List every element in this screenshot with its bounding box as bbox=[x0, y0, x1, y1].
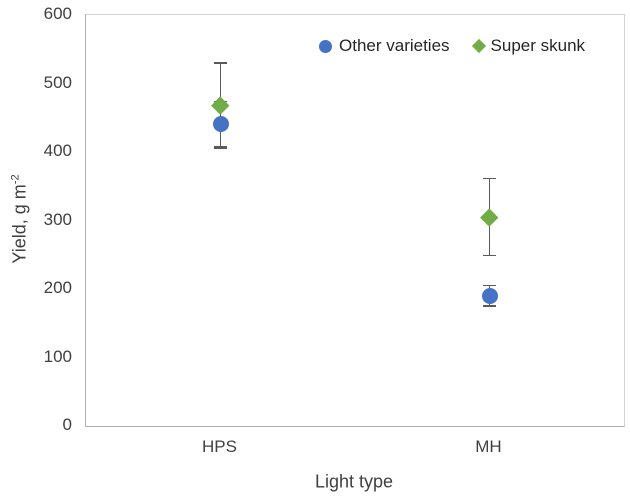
legend: Other varieties Super skunk bbox=[319, 36, 585, 56]
y-tick-label: 100 bbox=[43, 346, 72, 366]
error-bar-cap bbox=[483, 305, 496, 307]
data-point-circle bbox=[212, 115, 229, 132]
data-point-circle bbox=[481, 287, 498, 304]
error-bar-cap bbox=[214, 147, 227, 149]
y-tick-label: 200 bbox=[43, 278, 72, 297]
plot-area bbox=[85, 14, 625, 427]
legend-item-label: Super skunk bbox=[490, 36, 586, 55]
y-axis-title-superscript: -2 bbox=[9, 174, 22, 185]
y-tick-label: 300 bbox=[43, 209, 72, 229]
x-category-label: MH bbox=[475, 437, 502, 456]
y-tick-label: 400 bbox=[43, 141, 72, 160]
x-axis-title: Light type bbox=[314, 471, 394, 492]
data-point-diamond bbox=[480, 208, 499, 226]
data-point-diamond bbox=[211, 96, 230, 115]
error-bar-cap bbox=[483, 177, 496, 180]
legend-diamond-marker-icon bbox=[471, 38, 486, 54]
legend-item: Super skunk bbox=[471, 36, 586, 56]
legend-item: Other varieties bbox=[319, 36, 450, 56]
error-bar-cap bbox=[483, 284, 496, 287]
y-tick-label: 600 bbox=[43, 4, 72, 23]
legend-circle-marker-icon bbox=[319, 39, 332, 53]
y-tick-label: 0 bbox=[62, 415, 72, 434]
error-bar-cap bbox=[483, 254, 496, 257]
error-bar-cap bbox=[214, 62, 227, 64]
y-tick-label: 500 bbox=[43, 72, 72, 92]
legend-item-label: Other varieties bbox=[339, 36, 450, 55]
x-category-label: HPS bbox=[202, 437, 237, 456]
